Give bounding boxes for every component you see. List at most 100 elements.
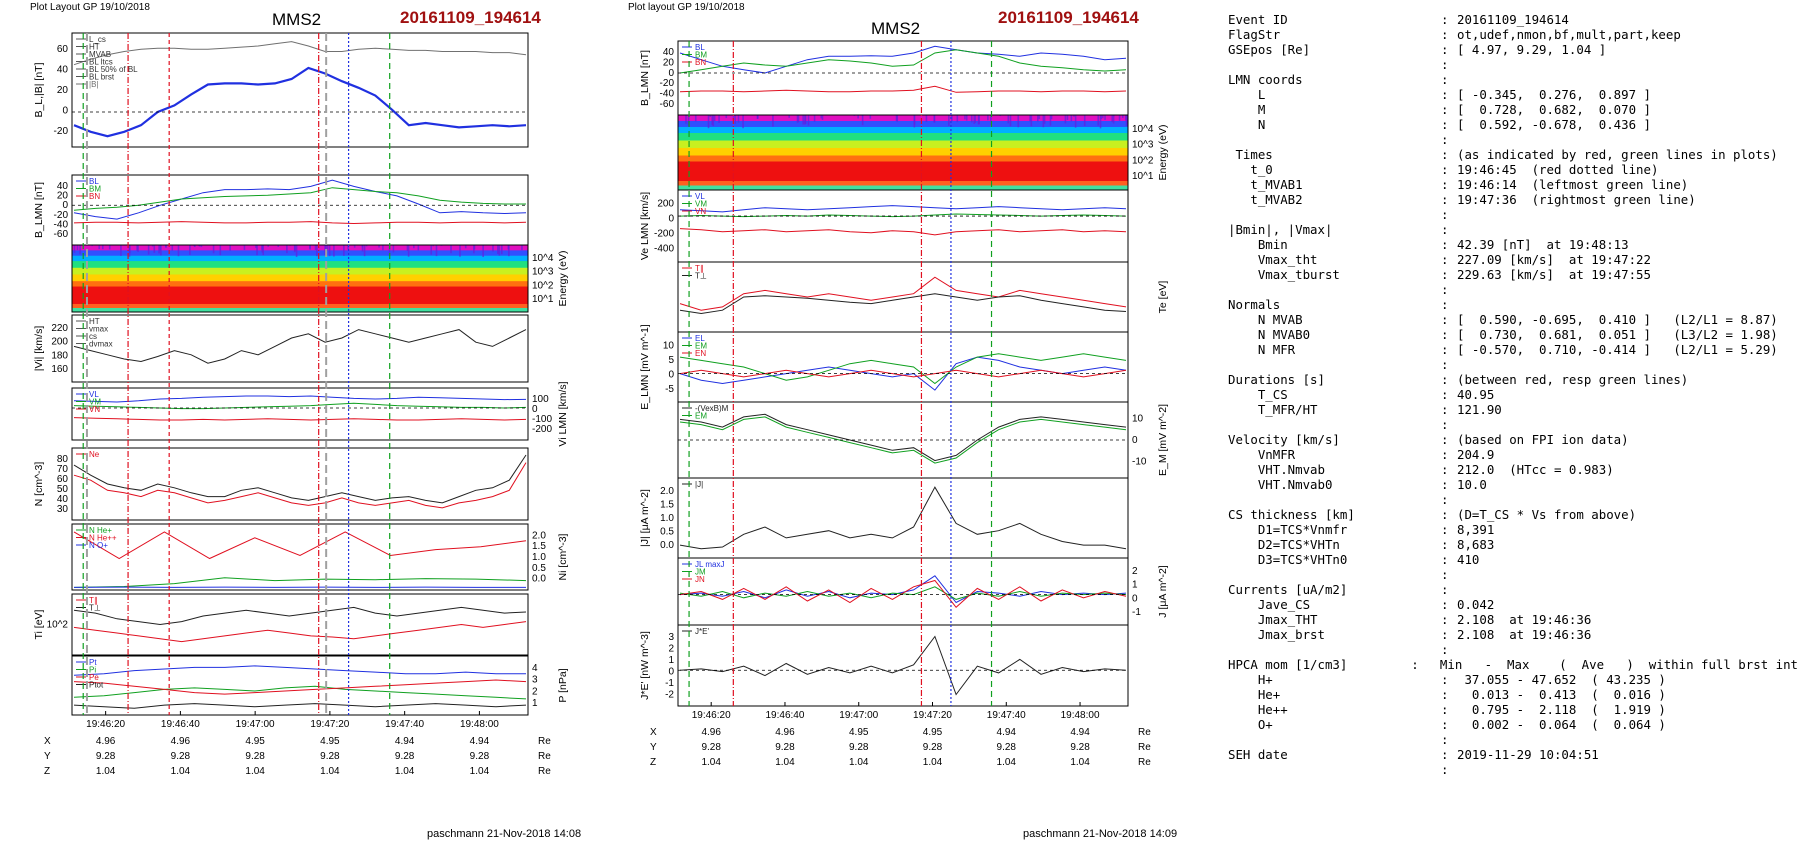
summary-row-separator: : — [1441, 177, 1449, 192]
event-summary-panel: Event ID:20161109_194614 FlagStr: ot,udef,… — [1228, 12, 1798, 777]
summary-row-label — [1228, 642, 1441, 657]
summary-row-separator: : — [1441, 387, 1449, 402]
summary-row-value: 40.95 — [1457, 387, 1495, 402]
summary-row-label: VnMFR — [1228, 447, 1296, 462]
position-unit: Re — [1138, 727, 1151, 738]
summary-row: H+: 37.055 - 47.652 ( 43.235 ) — [1228, 672, 1798, 687]
spectrogram-speckle — [151, 245, 154, 247]
series-line-vn — [679, 228, 1127, 236]
summary-row: t_MVAB2:19:47:36 (rightmost green line) — [1228, 192, 1798, 207]
summary-row-label: Times — [1228, 147, 1273, 162]
series-line-vl — [73, 395, 527, 403]
spectrogram-speckle — [1017, 115, 1020, 128]
position-unit: Re — [538, 751, 551, 762]
series-line-bm — [679, 49, 1127, 74]
spectrogram-speckle — [177, 245, 180, 257]
series-line-en — [679, 369, 1127, 378]
y-tick-label: -2 — [665, 689, 674, 700]
summary-row-label: t_MVAB1 — [1228, 177, 1303, 192]
position-unit: Re — [1138, 757, 1151, 768]
summary-row-value: [ 0.728, 0.682, 0.070 ] — [1457, 102, 1651, 117]
spectrogram-speckle — [896, 115, 899, 122]
spectrogram-speckle — [913, 115, 916, 125]
spectrogram-speckle — [974, 115, 977, 123]
y-tick-label: -200 — [532, 424, 552, 435]
y-tick-label: 2.0 — [660, 486, 674, 497]
legend-label: JL maxJ — [695, 560, 725, 569]
position-value: 1.04 — [171, 766, 191, 777]
summary-row-separator: : — [1441, 567, 1449, 582]
spectrogram-speckle — [392, 245, 395, 253]
y-tick-label: 10^2 — [1132, 155, 1154, 166]
y-tick-label: 60 — [57, 44, 69, 55]
y-axis-label: Energy (eV) — [557, 250, 569, 306]
summary-row-separator: : — [1441, 552, 1449, 567]
summary-row-label: LMN coords — [1228, 72, 1303, 87]
summary-row: GSEpos [Re]: [ 4.97, 9.29, 1.04 ] — [1228, 42, 1798, 57]
y-tick-label: 10^3 — [1132, 140, 1154, 151]
spectrogram-speckle — [295, 245, 298, 257]
legend-label: cs — [89, 332, 97, 341]
spectrogram-speckle — [965, 115, 968, 117]
spectrogram-speckle — [353, 245, 356, 248]
summary-row-value: 37.055 - 47.652 ( 43.235 ) — [1457, 672, 1666, 687]
y-tick-label: -5 — [665, 384, 674, 395]
spectrogram-speckle — [91, 245, 93, 247]
summary-row-label: Jmax_THT — [1228, 612, 1318, 627]
spectrogram-speckle — [255, 245, 257, 248]
y-tick-label: 2 — [532, 686, 538, 697]
spectrogram-speckle — [707, 115, 710, 129]
summary-row-separator: : — [1441, 282, 1449, 297]
spectrogram-band — [72, 255, 528, 262]
spectrogram-speckle — [128, 245, 131, 254]
y-tick-label: 10^1 — [1132, 171, 1154, 182]
summary-row-value: 10.0 — [1457, 477, 1487, 492]
spectrogram-speckle — [406, 245, 409, 251]
subplot-7: 10^2Ti [eV] T∥T⊥ — [33, 593, 529, 656]
legend-label: VL — [695, 192, 705, 201]
series-line-ni — [73, 454, 527, 504]
legend-label: Pt — [89, 658, 97, 667]
y-axis-label: J [μA m^-2] — [1157, 565, 1169, 617]
spectrogram-speckle — [432, 245, 434, 247]
summary-row-value: 212.0 (HTcc = 0.983) — [1457, 462, 1614, 477]
spectrogram-band — [72, 261, 528, 269]
y-tick-label: 1.5 — [532, 541, 546, 552]
summary-row-value: 229.63 [km/s] at 19:47:55 — [1457, 267, 1651, 282]
summary-row: CS thickness [km]: (D=T_CS * Vs from abov… — [1228, 507, 1798, 522]
position-axis-label: Y — [44, 751, 51, 762]
summary-row-separator: : — [1441, 612, 1449, 627]
spectrogram-speckle — [788, 115, 791, 118]
summary-row: : — [1228, 567, 1798, 582]
summary-row-separator: : — [1441, 342, 1449, 357]
subplot-frame — [71, 387, 529, 441]
summary-row-separator: : — [1441, 402, 1449, 417]
spectrogram-speckle — [459, 245, 461, 257]
summary-row-value: 121.90 — [1457, 402, 1502, 417]
position-value: 1.04 — [320, 766, 340, 777]
spectrogram-speckle — [435, 245, 438, 257]
legend-label: BL — [89, 177, 99, 186]
summary-row-value: (based on FPI ion data) — [1457, 432, 1629, 447]
position-value: 9.28 — [395, 751, 415, 762]
y-axis-label: |J| [μA m^-2] — [639, 489, 651, 547]
summary-row: N: [ 0.592, -0.678, 0.436 ] — [1228, 117, 1798, 132]
subplot-frame — [677, 477, 1129, 559]
spectrogram-speckle — [158, 245, 160, 254]
spectrogram-speckle — [694, 115, 697, 122]
legend-label: VN — [695, 207, 706, 216]
summary-row: N MFR: [ -0.570, 0.710, -0.414 ] (L2/L1 =… — [1228, 342, 1798, 357]
legend-label: |B| — [89, 80, 99, 89]
x-tick-label: 19:47:40 — [385, 719, 424, 730]
legend-label: Pi — [89, 666, 96, 675]
summary-row: t_0:19:46:45 (red dotted line) — [1228, 162, 1798, 177]
spectrogram-speckle — [685, 115, 687, 124]
summary-row-separator: : — [1441, 672, 1449, 687]
summary-row-label: FlagStr — [1228, 27, 1281, 42]
summary-row: Bmin:42.39 [nT] at 19:48:13 — [1228, 237, 1798, 252]
spectrogram-speckle — [1037, 115, 1039, 122]
summary-row: : — [1228, 642, 1798, 657]
position-value: 4.95 — [245, 736, 265, 747]
